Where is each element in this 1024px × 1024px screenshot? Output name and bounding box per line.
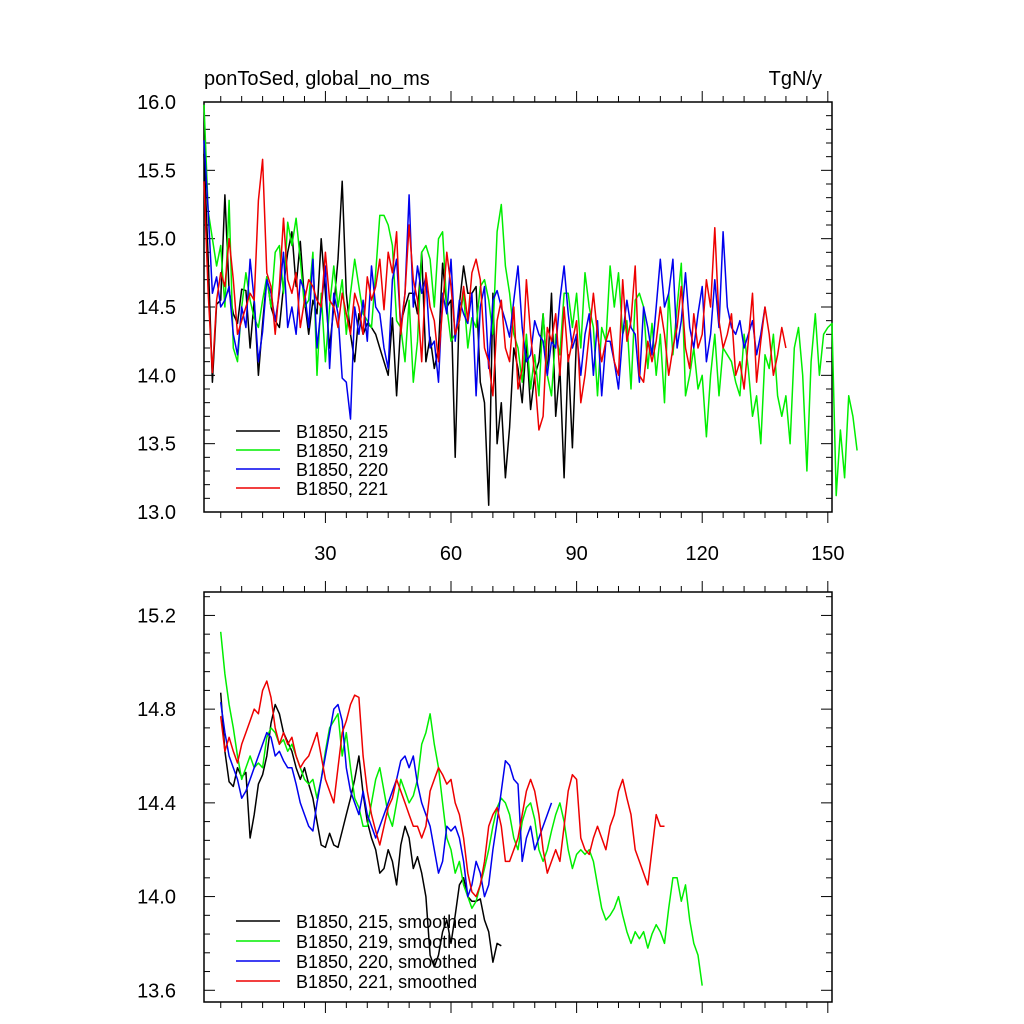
plot-frame	[203, 591, 833, 1003]
legend-label: B1850, 219	[296, 441, 388, 461]
x-tick-label: 120	[686, 543, 719, 565]
y-tick-label: 13.6	[137, 980, 176, 1002]
units-label: TgN/y	[769, 68, 822, 90]
legend-label: B1850, 221	[296, 479, 388, 499]
y-tick-label: 15.5	[137, 160, 176, 182]
series-line-1	[219, 692, 502, 968]
series-line-4	[219, 680, 665, 898]
y-tick-label: 14.8	[137, 699, 176, 721]
legend-label: B1850, 219, smoothed	[296, 932, 477, 952]
x-tick-label: 150	[811, 543, 844, 565]
series-line-2	[203, 104, 858, 497]
legend-label: B1850, 221, smoothed	[296, 972, 477, 992]
y-tick-label: 14.4	[137, 793, 176, 815]
x-tick-label: 30	[314, 543, 336, 565]
series-line-3	[203, 140, 766, 420]
y-tick-label: 14.5	[137, 297, 176, 319]
series-line-2	[219, 631, 703, 986]
legend-label: B1850, 215	[296, 422, 388, 442]
bottom-panel: 13.6 14.0 14.4 14.8 15.2 B1850, 215, smoothed…	[137, 581, 833, 1013]
x-tick-label: 60	[440, 543, 462, 565]
y-tick-label: 15.2	[137, 605, 176, 627]
figure-title: ponToSed, global_no_ms	[204, 68, 430, 90]
y-tick-label: 13.0	[137, 502, 176, 524]
series-line-3	[219, 701, 553, 898]
y-tick-label: 14.0	[137, 887, 176, 909]
x-tick-label: 90	[565, 543, 587, 565]
legend-label: B1850, 220, smoothed	[296, 952, 477, 972]
series-line-4	[203, 158, 787, 431]
y-tick-label: 13.5	[137, 434, 176, 456]
legend-label: B1850, 215, smoothed	[296, 912, 477, 932]
y-tick-label: 16.0	[137, 92, 176, 114]
y-tick-label: 14.0	[137, 365, 176, 387]
top-panel: 13.0 13.5 14.0 14.5 15.0 15.5 16.0 30 60 90 120 150…	[137, 91, 858, 565]
y-tick-label: 15.0	[137, 229, 176, 251]
legend-label: B1850, 220	[296, 460, 388, 480]
